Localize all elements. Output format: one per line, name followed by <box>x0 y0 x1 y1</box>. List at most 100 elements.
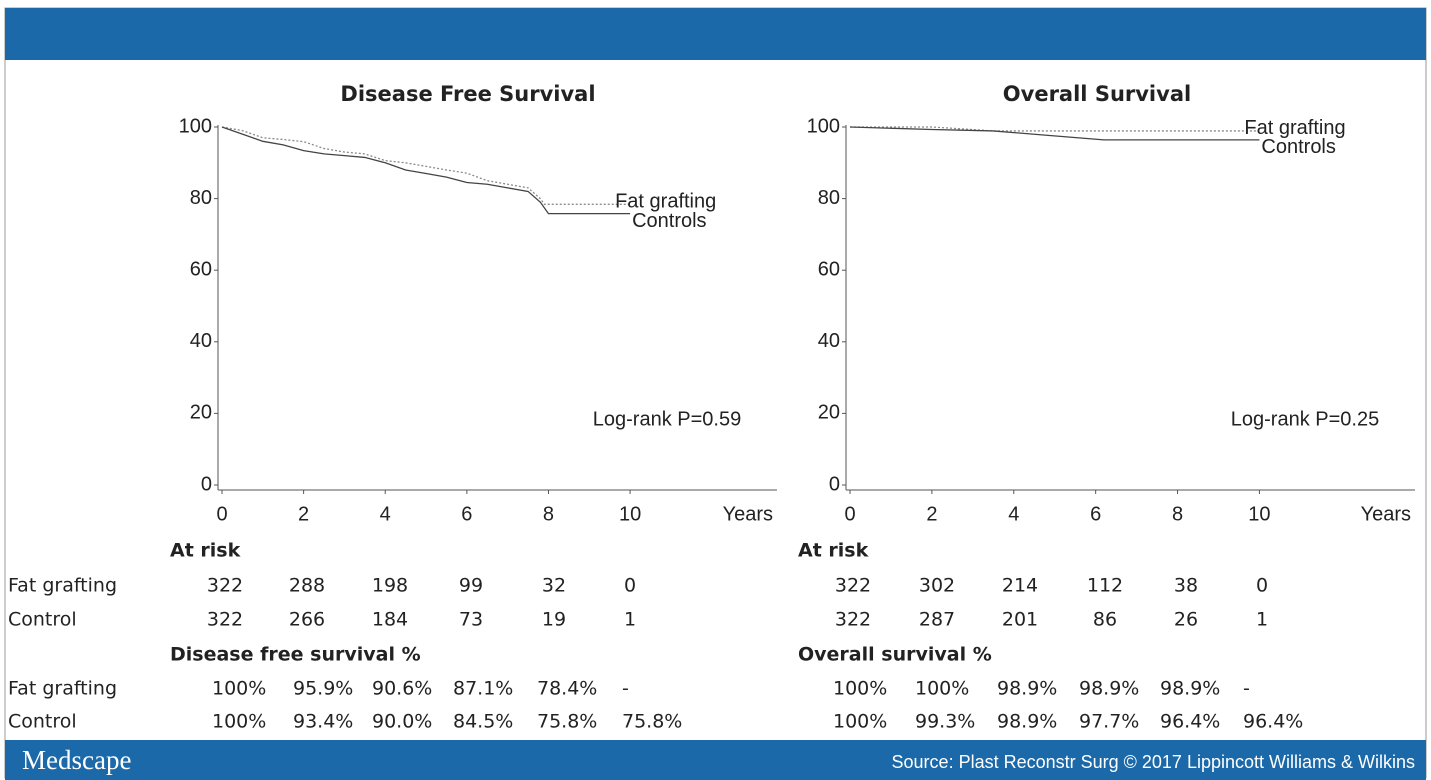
y-tick-label: 60 <box>190 258 212 280</box>
at-risk-cell: 287 <box>919 609 955 631</box>
y-tick-label: 40 <box>190 330 212 352</box>
at-risk-cell: 266 <box>289 609 325 631</box>
row-label: Fat grafting <box>8 575 117 597</box>
survival-curve <box>850 126 1260 132</box>
at-risk-cell: 214 <box>1002 575 1038 597</box>
series-label: Fat grafting <box>1244 117 1345 139</box>
chart-title: Overall Survival <box>1003 82 1191 106</box>
survival-cell: 96.4% <box>1160 711 1220 733</box>
source: Source: Plast Reconstr Surg © 2017 Lippi… <box>892 752 1415 772</box>
at-risk-cell: 0 <box>1256 575 1268 597</box>
at-risk-cell: 1 <box>1256 609 1268 631</box>
x-tick-label: 4 <box>1008 503 1019 525</box>
survival-cell: 87.1% <box>453 678 513 700</box>
x-tick-label: 0 <box>216 503 227 525</box>
row-label: Control <box>8 711 77 733</box>
annotation: Log-rank P=0.59 <box>593 408 741 430</box>
at-risk-cell: 0 <box>624 575 636 597</box>
table-heading: Overall survival % <box>798 644 992 666</box>
survival-cell: 95.9% <box>293 678 353 700</box>
series-label: Controls <box>1261 136 1335 158</box>
at-risk-cell: 19 <box>542 609 566 631</box>
at-risk-cell: 302 <box>919 575 955 597</box>
y-tick-label: 0 <box>201 473 212 495</box>
x-axis-label: Years <box>723 503 773 525</box>
footer-bar <box>5 740 1426 780</box>
survival-cell: - <box>1243 678 1250 700</box>
at-risk-cell: 99 <box>459 575 483 597</box>
x-tick-label: 0 <box>844 503 855 525</box>
x-tick-label: 10 <box>1248 503 1270 525</box>
y-tick-label: 40 <box>818 330 840 352</box>
y-tick-label: 80 <box>190 187 212 209</box>
survival-cell: 75.8% <box>622 711 682 733</box>
at-risk-cell: 73 <box>459 609 483 631</box>
survival-cell: 100% <box>212 678 266 700</box>
survival-cell: 97.7% <box>1079 711 1139 733</box>
survival-cell: 90.0% <box>372 711 432 733</box>
survival-cell: 98.9% <box>997 678 1057 700</box>
brand: Medscape <box>22 745 131 775</box>
at-risk-cell: 198 <box>372 575 408 597</box>
survival-curve <box>221 126 631 215</box>
survival-cell: 75.8% <box>537 711 597 733</box>
survival-cell: 98.9% <box>997 711 1057 733</box>
survival-cell: 93.4% <box>293 711 353 733</box>
x-tick-label: 6 <box>461 503 472 525</box>
survival-cell: 90.6% <box>372 678 432 700</box>
at-risk-cell: 86 <box>1093 609 1117 631</box>
series-label: Fat grafting <box>615 191 716 213</box>
header-bar <box>5 8 1426 60</box>
survival-cell: 99.3% <box>915 711 975 733</box>
y-tick-label: 60 <box>818 258 840 280</box>
survival-cell: 96.4% <box>1243 711 1303 733</box>
at-risk-cell: 38 <box>1174 575 1198 597</box>
chart-title: Disease Free Survival <box>340 82 595 106</box>
table-heading: At risk <box>798 540 869 562</box>
survival-cell: 100% <box>915 678 969 700</box>
survival-cell: 84.5% <box>453 711 513 733</box>
at-risk-cell: 32 <box>542 575 566 597</box>
at-risk-cell: 26 <box>1174 609 1198 631</box>
survival-cell: 98.9% <box>1079 678 1139 700</box>
survival-cell: 100% <box>212 711 266 733</box>
at-risk-cell: 322 <box>835 575 871 597</box>
table-heading: Disease free survival % <box>170 644 421 666</box>
y-tick-label: 100 <box>179 115 212 137</box>
y-tick-label: 80 <box>818 187 840 209</box>
annotation: Log-rank P=0.25 <box>1231 408 1379 430</box>
at-risk-cell: 322 <box>207 575 243 597</box>
survival-cell: - <box>622 678 629 700</box>
at-risk-cell: 201 <box>1002 609 1038 631</box>
survival-cell: 78.4% <box>537 678 597 700</box>
series-label: Controls <box>632 210 706 232</box>
x-tick-label: 10 <box>619 503 641 525</box>
x-tick-label: 4 <box>380 503 391 525</box>
survival-cell: 100% <box>833 678 887 700</box>
x-tick-label: 8 <box>1172 503 1183 525</box>
row-label: Fat grafting <box>8 678 117 700</box>
y-tick-label: 0 <box>829 473 840 495</box>
at-risk-cell: 112 <box>1087 575 1123 597</box>
survival-cell: 100% <box>833 711 887 733</box>
at-risk-cell: 1 <box>624 609 636 631</box>
slide-frame <box>4 7 1427 779</box>
y-tick-label: 100 <box>807 115 840 137</box>
x-tick-label: 8 <box>543 503 554 525</box>
y-tick-label: 20 <box>818 402 840 424</box>
table-heading: At risk <box>170 540 241 562</box>
x-tick-label: 2 <box>298 503 309 525</box>
survival-cell: 98.9% <box>1160 678 1220 700</box>
at-risk-cell: 184 <box>372 609 408 631</box>
at-risk-cell: 322 <box>835 609 871 631</box>
x-tick-label: 2 <box>926 503 937 525</box>
x-tick-label: 6 <box>1090 503 1101 525</box>
row-label: Control <box>8 609 77 631</box>
survival-curve <box>221 126 631 205</box>
at-risk-cell: 288 <box>289 575 325 597</box>
at-risk-cell: 322 <box>207 609 243 631</box>
y-tick-label: 20 <box>190 402 212 424</box>
x-axis-label: Years <box>1361 503 1411 525</box>
survival-curve <box>849 126 1260 141</box>
